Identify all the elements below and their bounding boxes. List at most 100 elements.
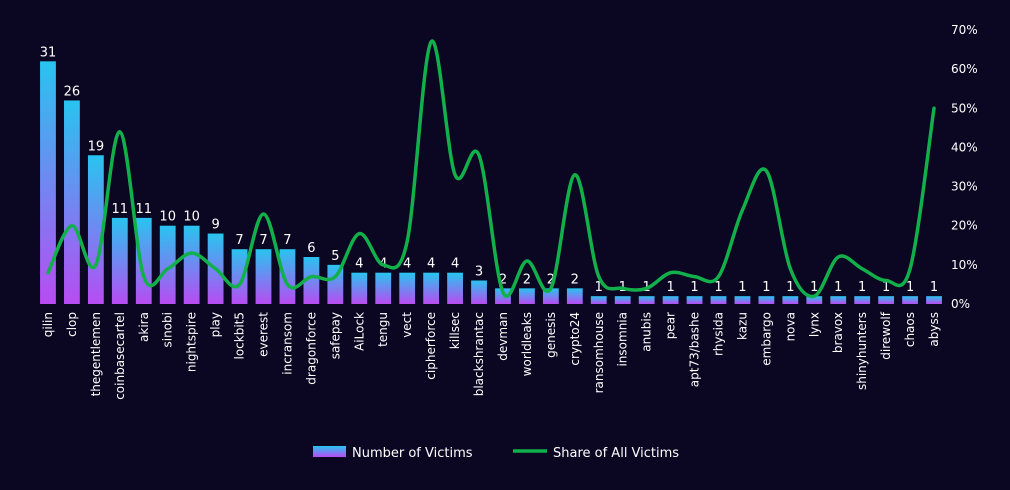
bar-value-label: 31: [40, 45, 57, 60]
bar-value-label: 2: [571, 272, 579, 287]
category-label: incransom: [280, 312, 294, 375]
legend-bar-swatch: [313, 446, 346, 457]
bar-value-label: 1: [666, 280, 674, 295]
bar-value-label: 4: [355, 257, 363, 272]
category-label: pear: [664, 312, 678, 339]
bar-value-label: 4: [403, 257, 411, 272]
bar-bravox: [830, 296, 847, 304]
x-axis-category-labels: qilin clop thegentlemen coinbasecartel akira…: [41, 311, 941, 400]
bar-value-label: 1: [690, 280, 698, 295]
bar-value-label: 2: [523, 272, 531, 287]
category-label: lockbit5: [233, 312, 247, 360]
bar-value-label: 1: [786, 280, 794, 295]
bar-value-label: 1: [762, 280, 770, 295]
bar-value-label: 7: [283, 233, 291, 248]
category-label: tengu: [376, 312, 390, 347]
category-label: everest: [257, 312, 271, 357]
bar-value-label: 10: [159, 210, 176, 225]
bar-blackshrantac: [471, 280, 487, 304]
bar-value-label: 4: [451, 257, 459, 272]
category-label: apt73/bashe: [688, 312, 702, 387]
category-label: blackshrantac: [472, 312, 486, 396]
bar-value-label: 1: [930, 280, 938, 295]
bar-value-label: 1: [738, 280, 746, 295]
category-label: genesis: [544, 312, 558, 358]
bar-value-label: 1: [810, 280, 818, 295]
bar-value-label: 2: [499, 272, 507, 287]
bar-value-label: 1: [906, 280, 914, 295]
category-label: embargo: [759, 312, 773, 366]
category-label: nova: [783, 312, 797, 341]
category-label: devman: [496, 312, 510, 361]
bar-value-label: 19: [88, 139, 105, 154]
legend-bar-label: Number of Victims: [352, 446, 473, 461]
right-axis-tick-label: 60%: [951, 62, 978, 76]
bar-killsec: [447, 272, 463, 304]
category-label: AiLock: [352, 312, 366, 351]
bar-tengu: [375, 272, 392, 304]
bar-incransom: [279, 249, 296, 304]
right-axis-tick-label: 20%: [951, 219, 978, 233]
category-label: sinobi: [161, 312, 175, 347]
bar-value-label: 7: [259, 233, 267, 248]
category-label: play: [209, 312, 223, 337]
category-label: direwolf: [879, 311, 893, 359]
bar-value-label: 9: [211, 218, 219, 233]
category-label: clop: [65, 312, 79, 337]
bar-embargo: [758, 296, 775, 304]
bar-value-label: 5: [331, 249, 339, 264]
bar-value-label: 1: [858, 280, 866, 295]
bar-value-label: 26: [64, 84, 81, 99]
category-label: worldleaks: [520, 312, 534, 376]
category-label: coinbasecartel: [113, 312, 127, 400]
category-label: anubis: [640, 312, 654, 352]
category-label: rhysida: [712, 312, 726, 356]
right-axis-tick-label: 70%: [951, 23, 978, 37]
bar-shinyhunters: [854, 296, 871, 304]
bar-coinbasecartel: [111, 217, 128, 304]
category-label: lynx: [807, 312, 821, 337]
bar-qilin: [40, 61, 56, 304]
bar-everest: [255, 249, 272, 304]
category-label: vect: [400, 312, 414, 338]
bar-direwolf: [878, 296, 895, 304]
category-label: safepay: [328, 312, 342, 359]
bar-dragonforce: [303, 257, 320, 304]
bar-sinobi: [159, 225, 176, 304]
category-label: shinyhunters: [855, 312, 869, 390]
bar-value-label: 2: [547, 272, 555, 287]
bar-akira: [135, 217, 152, 304]
bar-value-label: 1: [882, 280, 890, 295]
bar-apt73/bashe: [686, 296, 703, 304]
bar-chaos: [902, 296, 918, 304]
legend-line-label: Share of All Victims: [553, 446, 679, 461]
bar-lynx: [806, 296, 823, 304]
bar-anubis: [638, 296, 655, 304]
category-label: thegentlemen: [89, 312, 103, 396]
category-label: bravox: [831, 312, 845, 353]
bar-value-label: 7: [235, 233, 243, 248]
bar-crypto24: [566, 288, 583, 304]
category-label: qilin: [41, 312, 55, 337]
category-label: chaos: [903, 312, 917, 347]
bar-series: [40, 61, 942, 304]
category-label: ransomhouse: [592, 312, 606, 393]
bar-value-label: 1: [714, 280, 722, 295]
category-label: akira: [137, 312, 151, 342]
bar-vect: [399, 272, 416, 304]
share-line: [46, 39, 936, 299]
bar-devman: [495, 288, 511, 304]
right-axis-tick-label: 10%: [951, 258, 978, 272]
category-label: dragonforce: [304, 312, 318, 385]
bar-pear: [662, 296, 679, 304]
bar-ransomhouse: [590, 296, 607, 304]
bar-value-label: 4: [427, 257, 435, 272]
bar-safepay: [327, 264, 344, 304]
bar-value-label: 6: [307, 241, 315, 256]
bar-value-label: 10: [183, 210, 200, 225]
category-label: killsec: [448, 312, 462, 349]
bar-clop: [64, 100, 80, 304]
bar-value-label: 11: [135, 202, 152, 217]
bar-value-label: 11: [112, 202, 129, 217]
